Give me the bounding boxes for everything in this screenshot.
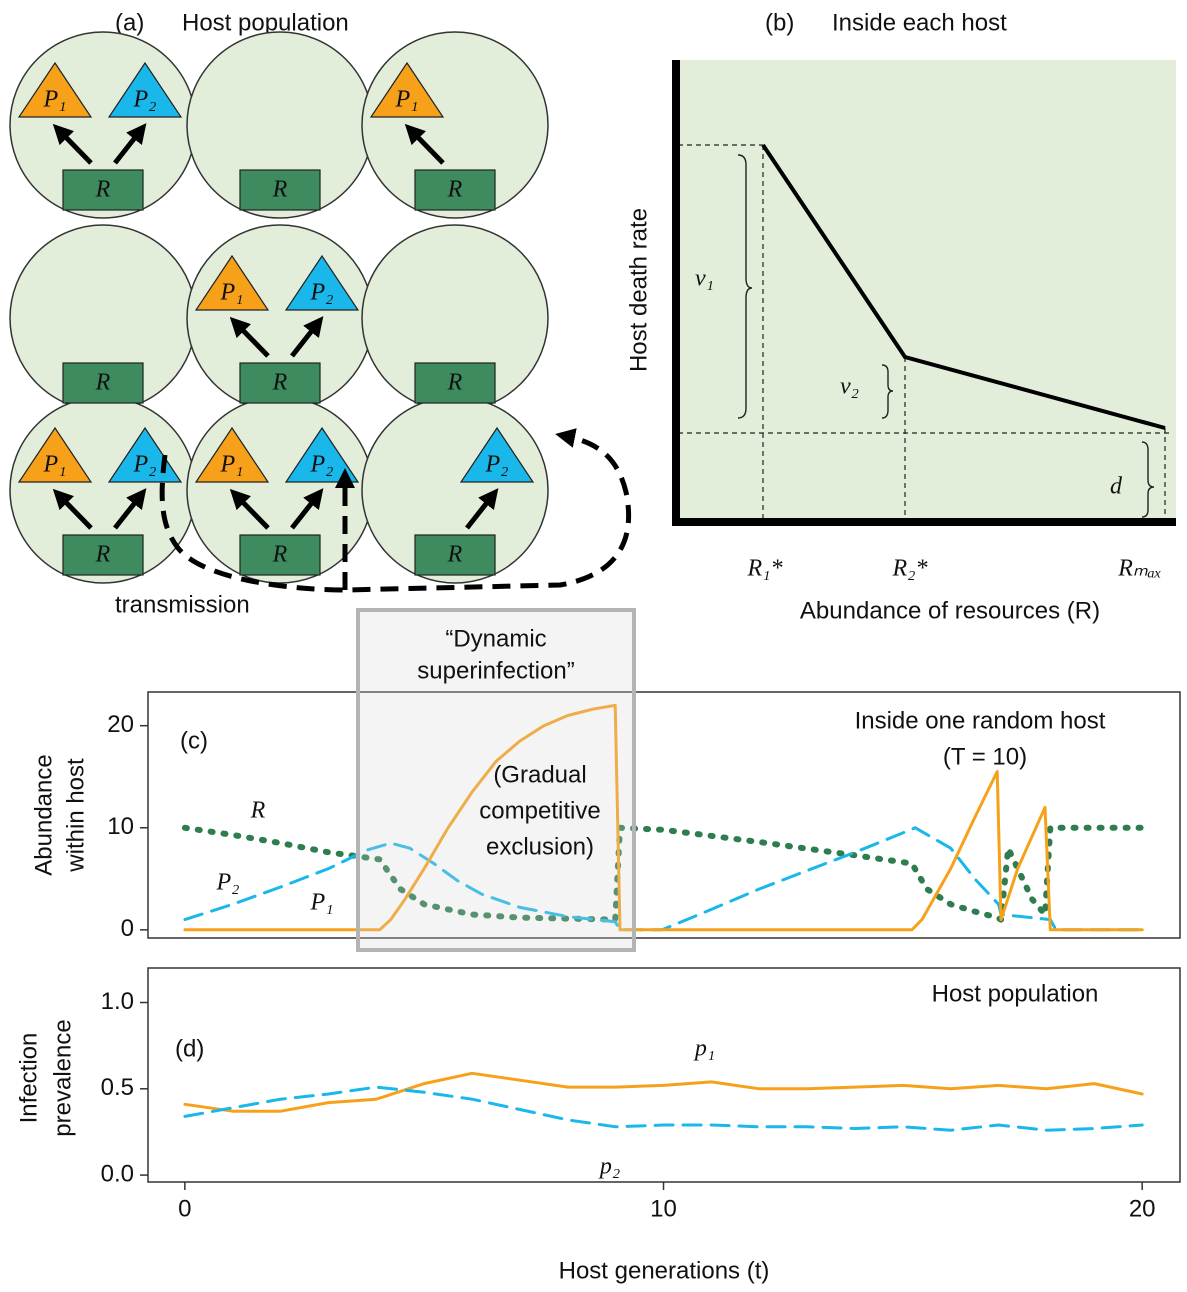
parasite-label: P₂ xyxy=(132,87,156,113)
parasite-label: P₂ xyxy=(484,452,508,478)
annotation: (T = 10) xyxy=(943,743,1027,770)
resource-label: R xyxy=(447,177,463,203)
resource-label: R xyxy=(272,542,288,568)
y-tick-label: 0.5 xyxy=(101,1074,134,1101)
resource-label: R xyxy=(95,177,111,203)
brace-label: v₁ xyxy=(695,266,714,292)
y-tick-label: 1.0 xyxy=(101,988,134,1015)
panel-label: (c) xyxy=(180,727,208,754)
series-label: p₁ xyxy=(693,1036,715,1062)
y-tick-label: 0.0 xyxy=(101,1160,134,1187)
panel-label: (b) xyxy=(765,9,794,36)
parasite-label: P₁ xyxy=(42,87,66,113)
x-tick-label: 0 xyxy=(178,1195,191,1222)
parasite-label: P₂ xyxy=(309,452,333,478)
y-axis-label: within host xyxy=(62,758,89,873)
series-label: p₂ xyxy=(598,1154,620,1180)
y-axis-label: Host death rate xyxy=(625,208,652,372)
panel-title: Host population xyxy=(182,9,349,36)
annotation: Host population xyxy=(932,980,1099,1007)
death-rate-schematic: v₁ v₂ d xyxy=(676,60,1176,522)
host-population: R P₁ P₂ R R P₁ R R P₁ P₂ R R P₁ P₂ R P₁ P₂ R P₂ xyxy=(10,32,548,583)
brace-label: v₂ xyxy=(840,374,859,400)
y-tick-label: 20 xyxy=(107,711,134,738)
series-label: P₁ xyxy=(309,890,333,916)
annotation: Inside one random host xyxy=(855,707,1106,734)
x-axis-label: Host generations (t) xyxy=(559,1257,770,1284)
series-label: P₂ xyxy=(215,870,239,896)
resource-label: R xyxy=(447,542,463,568)
x-mark-label: R₂* xyxy=(891,556,927,582)
panel-label: (a) xyxy=(115,9,144,36)
parasite-label: P₂ xyxy=(132,452,156,478)
panel-title: Inside each host xyxy=(832,9,1007,36)
page: {"panel_a": {"label": "(a)", "title": "H… xyxy=(0,0,1187,1292)
x-axis-label: Abundance of resources (R) xyxy=(800,597,1100,624)
x-mark-label: R₁* xyxy=(746,556,782,582)
figure: (a) Host population R P₁ P₂ R R P₁ R R P₁ P₂ R R P₁ P… xyxy=(0,0,1187,1292)
resource-label: R xyxy=(272,370,288,396)
box-note: (Gradual xyxy=(493,761,586,788)
parasite-label: P₁ xyxy=(219,452,243,478)
x-tick-label: 20 xyxy=(1129,1195,1156,1222)
series-label: R xyxy=(250,798,266,824)
parasite-label: P₂ xyxy=(309,280,333,306)
plot-area xyxy=(676,60,1176,522)
resource-label: R xyxy=(95,542,111,568)
brace-label: d xyxy=(1110,474,1123,500)
resource-label: R xyxy=(272,177,288,203)
resource-label: R xyxy=(447,370,463,396)
parasite-label: P₁ xyxy=(219,280,243,306)
panel-label: (d) xyxy=(175,1035,204,1062)
plots: 0 10 20 R P₂ P₁ 0.0 0.5 1.0 0 10 20 p₁ p₂ xyxy=(101,692,1180,1222)
y-axis-label: Infection xyxy=(15,1033,42,1124)
transmission-label: transmission xyxy=(115,591,250,618)
box-title: “Dynamic xyxy=(445,625,546,652)
parasite-label: P₁ xyxy=(42,452,66,478)
x-tick-label: 10 xyxy=(650,1195,677,1222)
y-tick-label: 0 xyxy=(121,915,134,942)
box-note: exclusion) xyxy=(486,833,594,860)
parasite-label: P₁ xyxy=(394,87,418,113)
resource-label: R xyxy=(95,370,111,396)
box-title: superinfection” xyxy=(417,657,574,684)
x-mark-label: Rₘₐₓ xyxy=(1117,556,1161,582)
y-tick-label: 10 xyxy=(107,813,134,840)
box-note: competitive xyxy=(479,797,600,824)
y-axis-label: Abundance xyxy=(30,754,57,875)
y-axis-label: prevalence xyxy=(49,1019,76,1136)
